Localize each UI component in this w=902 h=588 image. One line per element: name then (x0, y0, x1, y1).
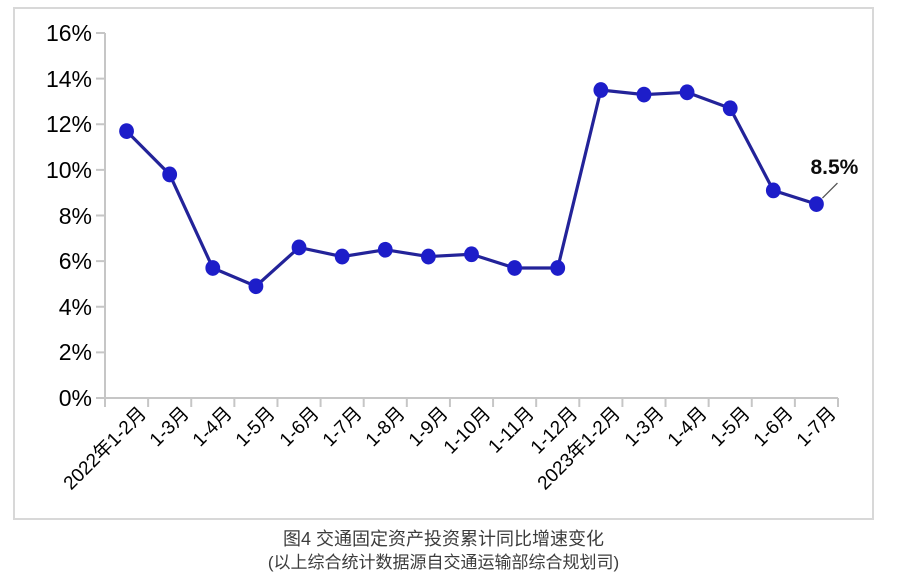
y-axis-tick-label: 4% (58, 293, 92, 320)
y-axis-tick-label: 2% (58, 339, 92, 366)
last-point-data-label: 8.5% (810, 156, 859, 180)
figure-source-note: (以上综合统计数据源自交通运输部综合规划司) (267, 553, 620, 572)
figure-caption-block: 图4 交通固定资产投资累计同比增速变化 (以上综合统计数据源自交通运输部综合规划… (13, 527, 874, 575)
figure-caption: 图4 交通固定资产投资累计同比增速变化 (282, 529, 604, 549)
data-point-marker (119, 123, 134, 139)
data-point-marker (722, 100, 738, 117)
data-point-marker (464, 246, 479, 263)
data-point-marker (377, 241, 393, 258)
data-point-marker (291, 239, 307, 256)
data-point-marker (636, 86, 652, 103)
data-point-marker (809, 196, 824, 212)
data-point-marker (507, 260, 523, 276)
data-point-marker (248, 278, 264, 295)
y-axis-tick-label: 0% (58, 385, 92, 411)
data-point-marker (765, 182, 781, 199)
y-axis-tick-label: 14% (45, 65, 92, 92)
y-axis-tick-label: 12% (45, 111, 92, 138)
figure-border (13, 7, 874, 520)
data-point-marker (550, 260, 566, 276)
data-point-marker (205, 260, 221, 276)
data-point-marker (420, 248, 436, 265)
data-point-marker (334, 248, 350, 265)
annotation-leader-line (821, 182, 838, 199)
data-point-marker (679, 84, 695, 101)
y-axis-tick-label: 8% (58, 202, 92, 229)
y-axis-tick-label: 16% (45, 20, 92, 46)
data-point-marker (162, 166, 178, 183)
data-point-marker (593, 82, 609, 98)
y-axis-tick-label: 10% (45, 156, 92, 183)
y-axis-tick-label: 6% (58, 248, 92, 275)
